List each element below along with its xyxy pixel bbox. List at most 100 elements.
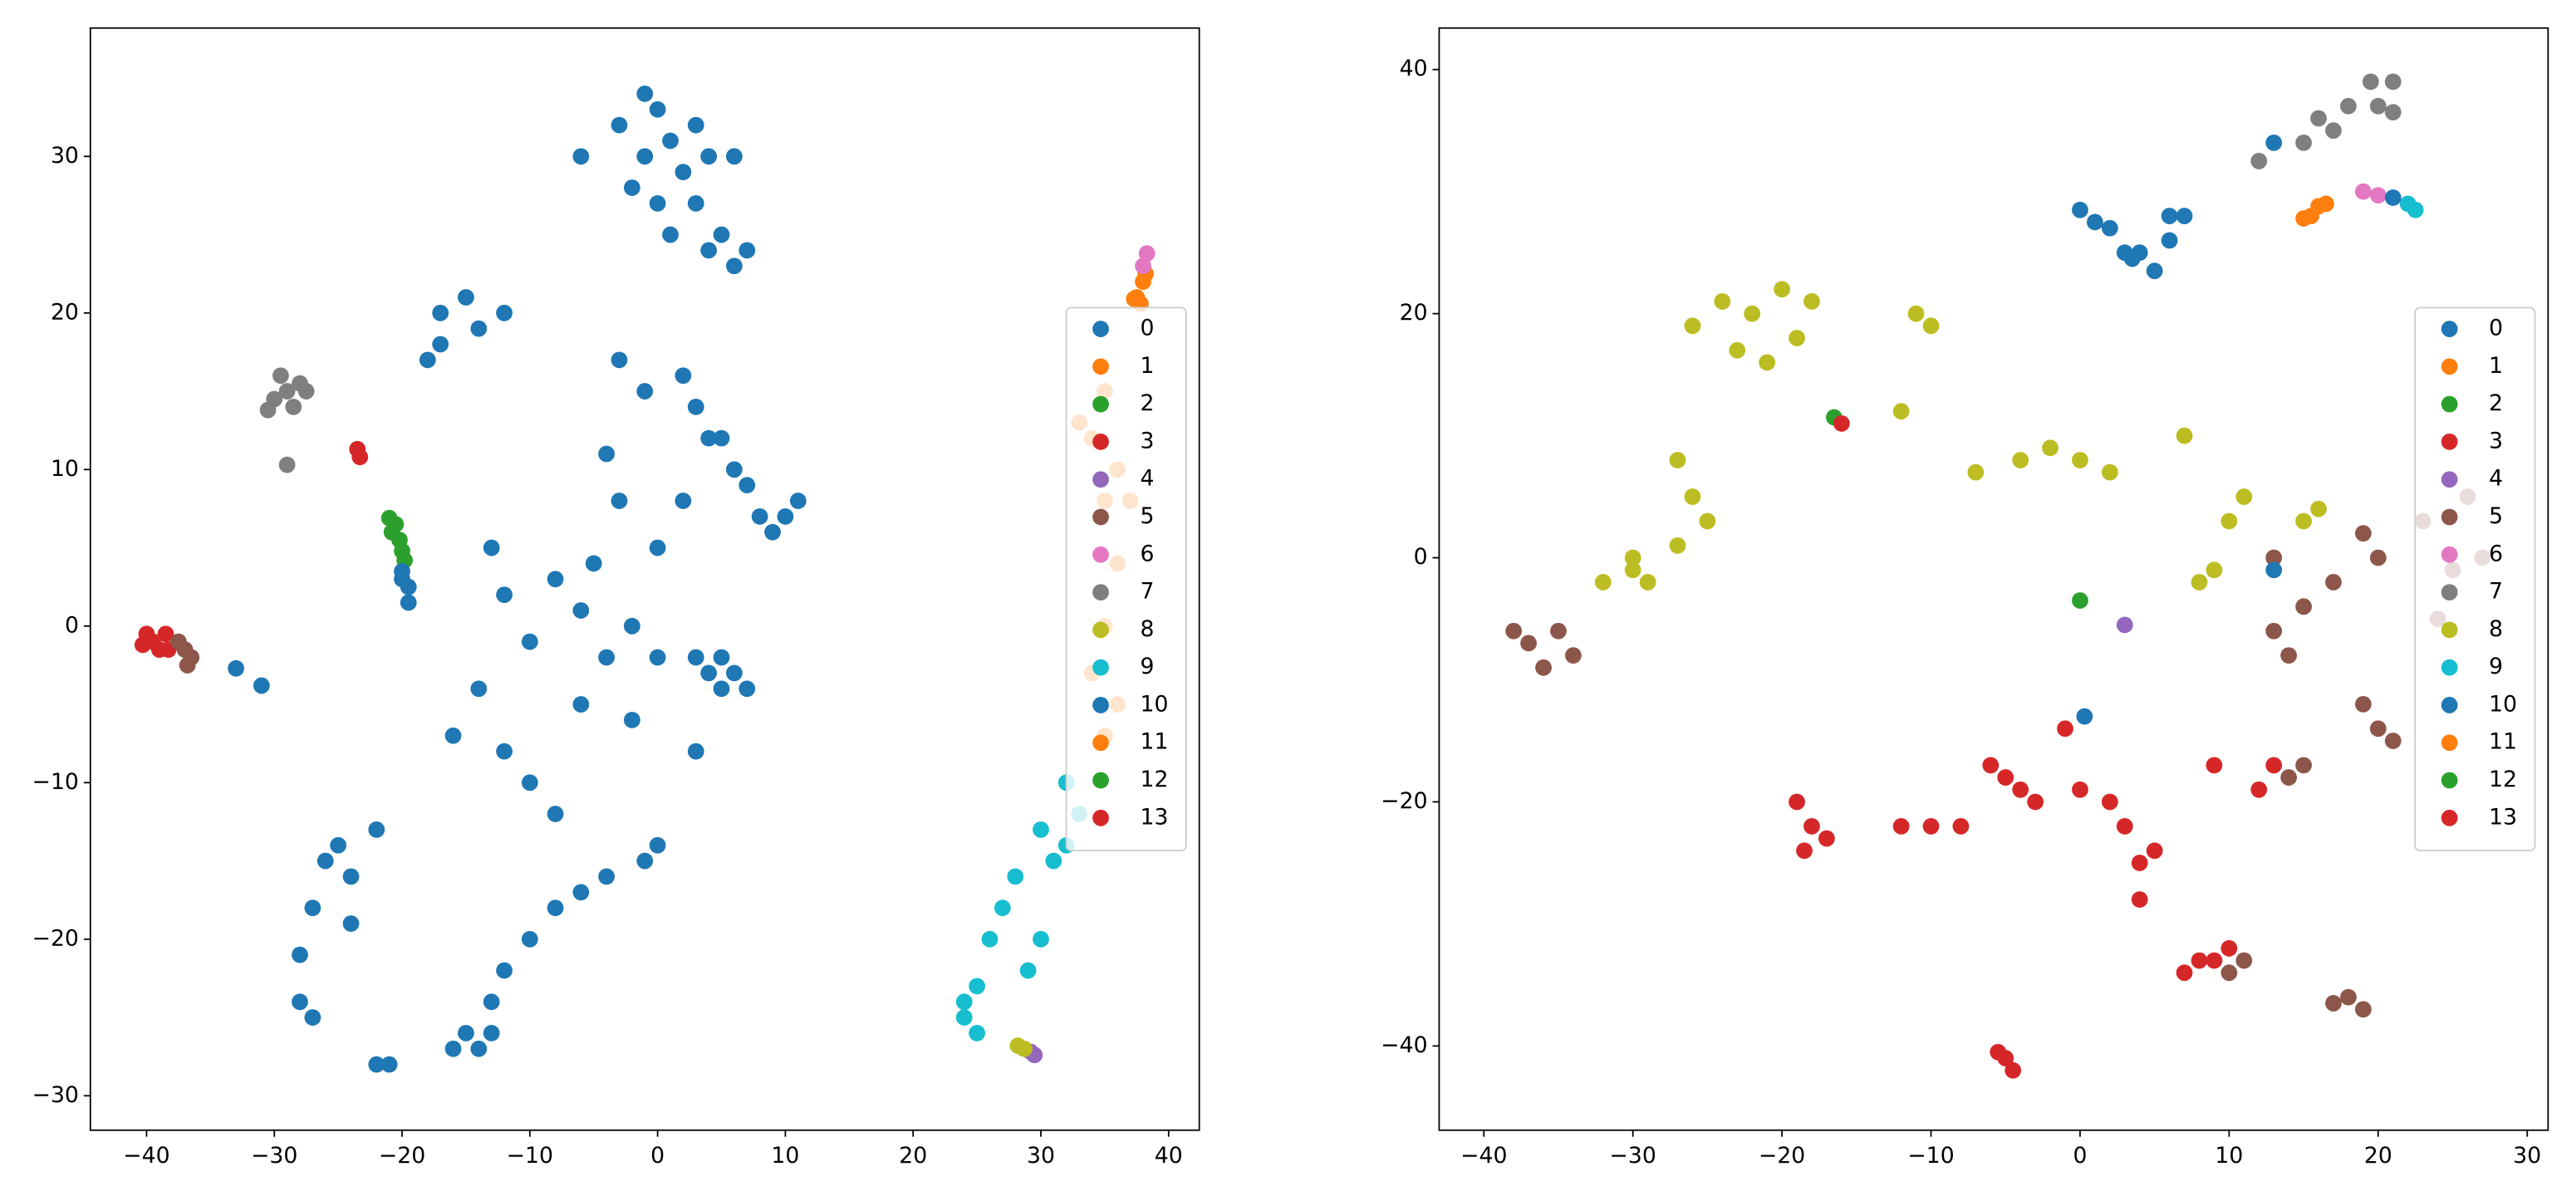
point [764, 523, 781, 541]
legend-marker [1092, 584, 1109, 600]
point [636, 852, 654, 870]
point [228, 659, 244, 677]
point [2220, 964, 2238, 982]
point [636, 148, 654, 165]
point [700, 429, 718, 447]
point [368, 821, 385, 838]
legend-marker [1092, 471, 1109, 488]
point [470, 320, 488, 337]
point [2355, 695, 2372, 713]
point [458, 1025, 474, 1042]
point [2250, 153, 2268, 169]
point [2220, 939, 2238, 957]
x-tick-label: 30 [2513, 1143, 2541, 1169]
legend-label: 6 [1141, 541, 1155, 566]
point [432, 304, 449, 321]
point [1684, 317, 1701, 335]
x-tick-label: 30 [1027, 1143, 1055, 1169]
point [1016, 1040, 1033, 1057]
point [2191, 952, 2208, 969]
point [368, 1056, 385, 1073]
legend-marker [2441, 659, 2458, 676]
y-tick-label: 10 [51, 456, 79, 482]
point [572, 148, 590, 165]
legend-label: 1 [2489, 353, 2503, 379]
x-tick-label: −30 [1610, 1143, 1656, 1169]
legend-marker [2441, 508, 2458, 526]
point [400, 578, 417, 596]
point [1922, 317, 1940, 335]
point [1796, 842, 1813, 860]
legend-label: 12 [1141, 767, 1169, 792]
point [2325, 995, 2342, 1012]
legend-marker [2441, 358, 2458, 375]
point [649, 649, 666, 666]
point [2355, 1001, 2372, 1018]
point [547, 899, 564, 916]
point [969, 978, 985, 995]
point [1982, 757, 1999, 774]
legend-marker [1092, 321, 1109, 337]
point [1907, 305, 1925, 322]
point [316, 852, 334, 870]
point [400, 594, 417, 611]
point [636, 383, 654, 399]
point [2340, 988, 2357, 1006]
point [483, 993, 500, 1011]
legend-label: 3 [2489, 428, 2503, 453]
point [394, 562, 410, 580]
point [496, 962, 513, 979]
point [1138, 245, 1156, 262]
legend-marker [1092, 809, 1109, 826]
point [2295, 598, 2313, 615]
chart: −40 −30 −20 −10 0 10 20 30 40−30−20−100102030012… [32, 27, 1200, 1169]
legend-marker [2441, 772, 2458, 789]
point [1990, 1043, 2007, 1061]
point [2161, 232, 2178, 249]
y-tick-label: −20 [32, 925, 79, 951]
point [1594, 574, 1612, 591]
point [342, 868, 360, 885]
point [2340, 97, 2357, 115]
legend-marker [1092, 508, 1109, 526]
point [2355, 183, 2372, 200]
point [1033, 930, 1049, 948]
point [2295, 134, 2313, 151]
x-tick-label: 20 [2364, 1143, 2392, 1169]
point [687, 399, 704, 415]
point [2206, 561, 2223, 579]
x-tick-label: −40 [123, 1143, 169, 1169]
legend-marker [1092, 772, 1109, 789]
point [623, 179, 640, 196]
y-tick-label: −30 [32, 1082, 79, 1108]
point [969, 1025, 985, 1042]
point [2369, 97, 2387, 115]
point [380, 509, 398, 527]
chart: −40 −30 −20 −10 0 10 20 30−40−20020400123456789… [1381, 27, 2549, 1169]
point [2072, 592, 2088, 609]
legend-marker [2441, 621, 2458, 639]
point [675, 367, 692, 385]
legend-label: 0 [1141, 316, 1155, 341]
point [2042, 439, 2058, 457]
point [278, 383, 296, 399]
point [636, 86, 654, 102]
point [675, 164, 692, 181]
point [713, 429, 730, 447]
y-tick-label: 30 [51, 143, 79, 169]
point [458, 289, 474, 306]
legend-label: 1 [1141, 353, 1155, 379]
point [1997, 769, 2014, 786]
point [2369, 549, 2387, 566]
point [2280, 647, 2298, 664]
point [304, 1009, 321, 1026]
legend-label: 5 [1141, 503, 1155, 529]
point [297, 383, 315, 399]
point [1818, 830, 1835, 847]
point [1967, 463, 1985, 481]
point [2004, 1061, 2022, 1079]
point [2191, 574, 2208, 591]
point [521, 633, 538, 650]
point [2384, 733, 2402, 749]
legend-label: 9 [1141, 654, 1155, 679]
